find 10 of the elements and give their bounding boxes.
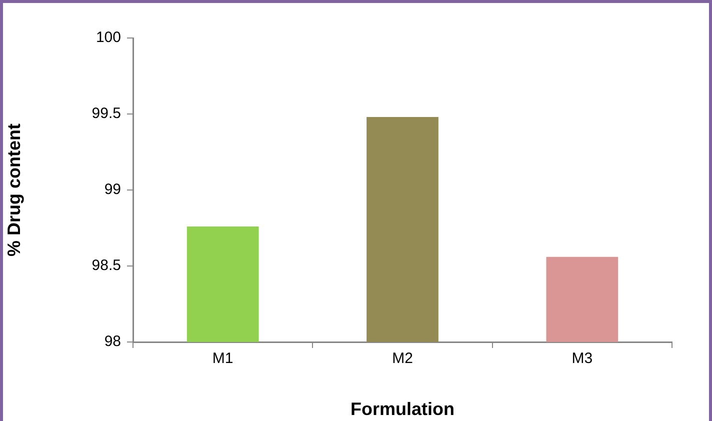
y-tick-label: 99 <box>104 181 121 198</box>
y-tick-label: 98.5 <box>92 257 121 274</box>
x-axis-title: Formulation <box>350 399 454 420</box>
y-tick-label: 98 <box>104 333 121 350</box>
x-tick-label: M1 <box>212 350 234 368</box>
y-tick-label: 99.5 <box>92 105 121 122</box>
y-axis-title: % Drug content <box>4 124 24 256</box>
y-tick-label: 100 <box>96 29 121 46</box>
x-tick-label: M3 <box>572 350 593 368</box>
x-tick-label: M2 <box>392 350 413 368</box>
